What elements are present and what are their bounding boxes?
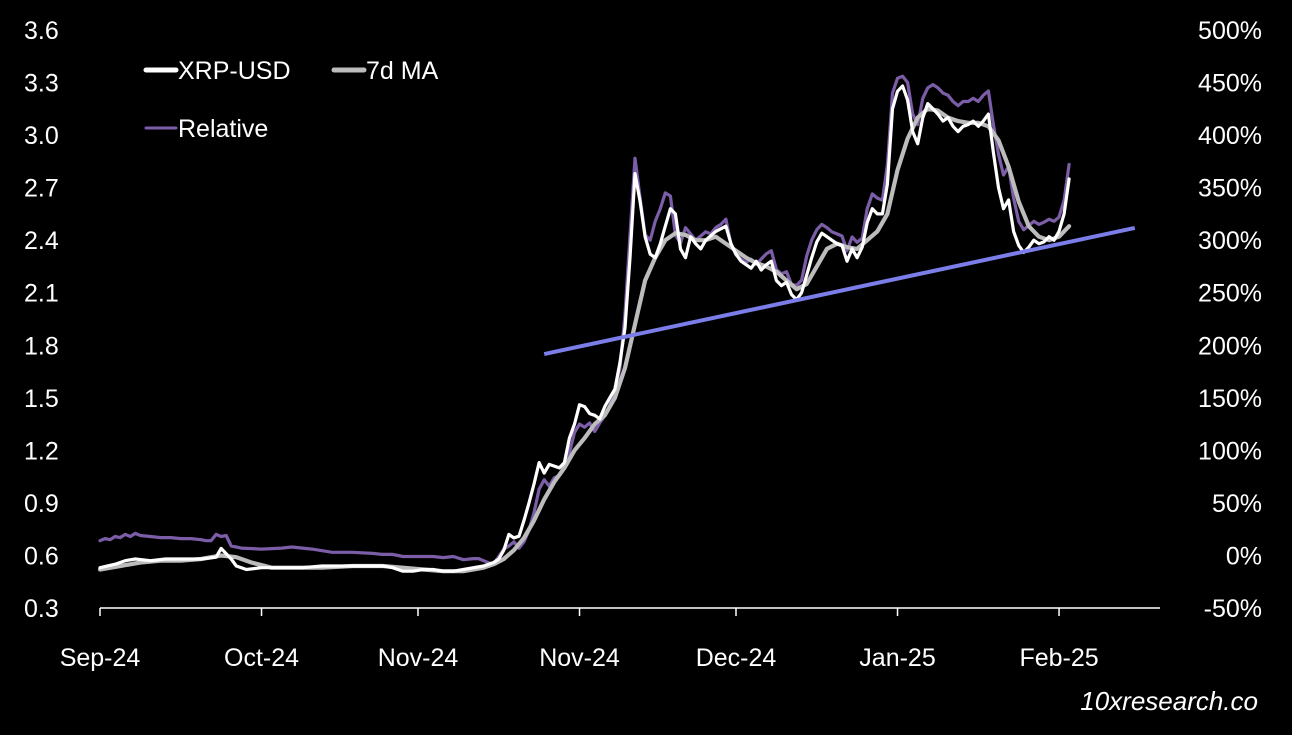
y-tick-label: 3.3 xyxy=(24,70,59,98)
y2-tick-label: 0% xyxy=(1226,542,1262,570)
y-tick-label: 3.0 xyxy=(24,122,59,150)
y-tick-label: 3.6 xyxy=(24,17,59,45)
x-tick-label: Oct-24 xyxy=(224,644,299,672)
y-tick-label: 0.9 xyxy=(24,490,59,518)
y2-tick-label: 50% xyxy=(1212,490,1262,518)
trend-line xyxy=(543,225,1136,356)
y2-tick-label: 350% xyxy=(1198,175,1262,203)
y-tick-label: 2.4 xyxy=(24,227,59,255)
legend-label: 7d MA xyxy=(366,57,439,85)
y-tick-label: 2.7 xyxy=(24,175,59,203)
x-tick-label: Sep-24 xyxy=(60,644,141,672)
legend: XRP-USD 7d MA Relative xyxy=(143,57,439,143)
relative-line xyxy=(98,74,1071,566)
legend-item-relative: Relative xyxy=(144,115,268,143)
x-tick-label: Nov-24 xyxy=(539,644,620,672)
ma-7d-line xyxy=(97,106,1072,574)
y-tick-label: 1.5 xyxy=(24,385,59,413)
y2-tick-label: 500% xyxy=(1198,17,1262,45)
axes-layer: 3.6 3.3 3.0 2.7 2.4 2.1 1.8 1.5 1.2 0.9 0.6 0.3 500%… xyxy=(24,17,1262,672)
series-layer xyxy=(97,74,1136,574)
y2-tick-label: 100% xyxy=(1198,437,1262,465)
y-tick-label: 0.6 xyxy=(24,542,59,570)
y-tick-label: 0.3 xyxy=(24,595,59,623)
y2-tick-label: 150% xyxy=(1198,385,1262,413)
y2-tick-label: 250% xyxy=(1198,280,1262,308)
y-tick-label: 1.8 xyxy=(24,332,59,360)
legend-label: XRP-USD xyxy=(178,57,291,85)
y2-tick-label: -50% xyxy=(1204,595,1262,623)
y2-tick-label: 450% xyxy=(1198,70,1262,98)
x-tick-label: Jan-25 xyxy=(859,644,935,672)
source-credit: 10xresearch.co xyxy=(1080,686,1258,716)
x-tick-label: Dec-24 xyxy=(696,644,777,672)
x-tick-label: Feb-25 xyxy=(1019,644,1098,672)
y2-tick-label: 200% xyxy=(1198,332,1262,360)
legend-item-7d-ma: 7d MA xyxy=(331,57,439,85)
xrp-usd-line xyxy=(98,84,1071,573)
legend-label: Relative xyxy=(178,115,268,143)
x-tick-label: Nov-24 xyxy=(378,644,459,672)
y2-tick-label: 400% xyxy=(1198,122,1262,150)
y-tick-label: 1.2 xyxy=(24,437,59,465)
legend-item-xrp-usd: XRP-USD xyxy=(143,57,291,85)
y-tick-label: 2.1 xyxy=(24,280,59,308)
y2-tick-label: 300% xyxy=(1198,227,1262,255)
